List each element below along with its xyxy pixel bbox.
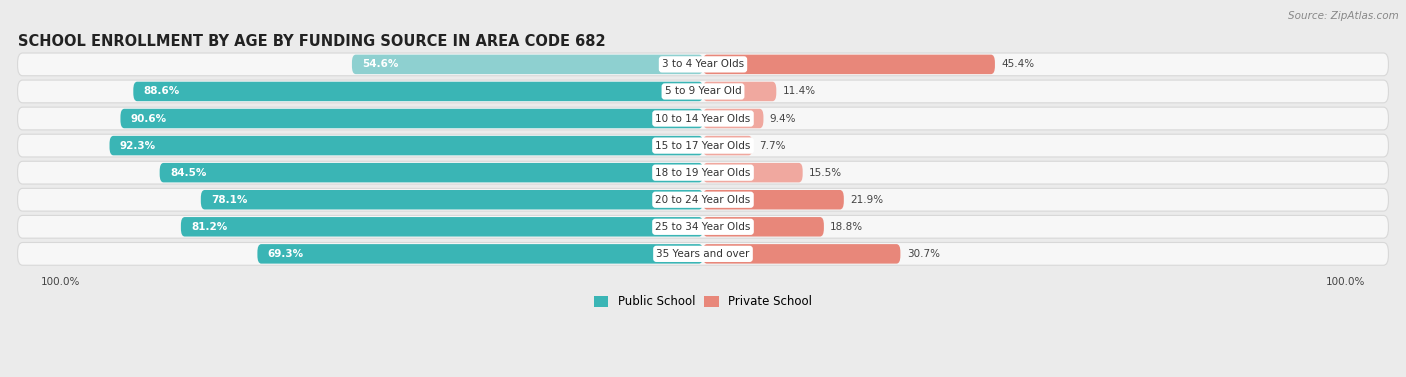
Text: 90.6%: 90.6% [131, 113, 167, 124]
FancyBboxPatch shape [17, 161, 1389, 184]
Text: 18 to 19 Year Olds: 18 to 19 Year Olds [655, 168, 751, 178]
FancyBboxPatch shape [17, 134, 1389, 157]
FancyBboxPatch shape [17, 215, 1389, 238]
FancyBboxPatch shape [110, 136, 703, 155]
Text: 11.4%: 11.4% [783, 86, 815, 97]
FancyBboxPatch shape [17, 242, 1389, 265]
Text: 54.6%: 54.6% [363, 60, 398, 69]
Text: 100.0%: 100.0% [1326, 277, 1365, 287]
Text: SCHOOL ENROLLMENT BY AGE BY FUNDING SOURCE IN AREA CODE 682: SCHOOL ENROLLMENT BY AGE BY FUNDING SOUR… [17, 34, 605, 49]
FancyBboxPatch shape [17, 107, 1389, 130]
FancyBboxPatch shape [134, 82, 703, 101]
Text: 20 to 24 Year Olds: 20 to 24 Year Olds [655, 195, 751, 205]
FancyBboxPatch shape [160, 163, 703, 182]
Text: 30.7%: 30.7% [907, 249, 939, 259]
FancyBboxPatch shape [201, 190, 703, 210]
Text: 88.6%: 88.6% [143, 86, 180, 97]
Text: 81.2%: 81.2% [191, 222, 228, 232]
Text: 35 Years and over: 35 Years and over [657, 249, 749, 259]
FancyBboxPatch shape [17, 188, 1389, 211]
Text: 21.9%: 21.9% [851, 195, 883, 205]
Text: 15.5%: 15.5% [808, 168, 842, 178]
Text: 78.1%: 78.1% [211, 195, 247, 205]
FancyBboxPatch shape [703, 55, 995, 74]
Text: 25 to 34 Year Olds: 25 to 34 Year Olds [655, 222, 751, 232]
Text: 45.4%: 45.4% [1001, 60, 1035, 69]
FancyBboxPatch shape [352, 55, 703, 74]
FancyBboxPatch shape [703, 244, 900, 264]
Text: 10 to 14 Year Olds: 10 to 14 Year Olds [655, 113, 751, 124]
Text: 84.5%: 84.5% [170, 168, 207, 178]
Text: 15 to 17 Year Olds: 15 to 17 Year Olds [655, 141, 751, 150]
Text: Source: ZipAtlas.com: Source: ZipAtlas.com [1288, 11, 1399, 21]
FancyBboxPatch shape [181, 217, 703, 236]
FancyBboxPatch shape [17, 80, 1389, 103]
Text: 18.8%: 18.8% [831, 222, 863, 232]
FancyBboxPatch shape [703, 190, 844, 210]
Text: 9.4%: 9.4% [770, 113, 796, 124]
FancyBboxPatch shape [17, 53, 1389, 76]
Text: 5 to 9 Year Old: 5 to 9 Year Old [665, 86, 741, 97]
Text: 3 to 4 Year Olds: 3 to 4 Year Olds [662, 60, 744, 69]
Text: 69.3%: 69.3% [267, 249, 304, 259]
FancyBboxPatch shape [703, 217, 824, 236]
Legend: Public School, Private School: Public School, Private School [589, 291, 817, 313]
FancyBboxPatch shape [257, 244, 703, 264]
FancyBboxPatch shape [121, 109, 703, 128]
FancyBboxPatch shape [703, 136, 752, 155]
FancyBboxPatch shape [703, 163, 803, 182]
FancyBboxPatch shape [703, 82, 776, 101]
Text: 100.0%: 100.0% [41, 277, 80, 287]
Text: 92.3%: 92.3% [120, 141, 156, 150]
FancyBboxPatch shape [703, 109, 763, 128]
Text: 7.7%: 7.7% [759, 141, 786, 150]
